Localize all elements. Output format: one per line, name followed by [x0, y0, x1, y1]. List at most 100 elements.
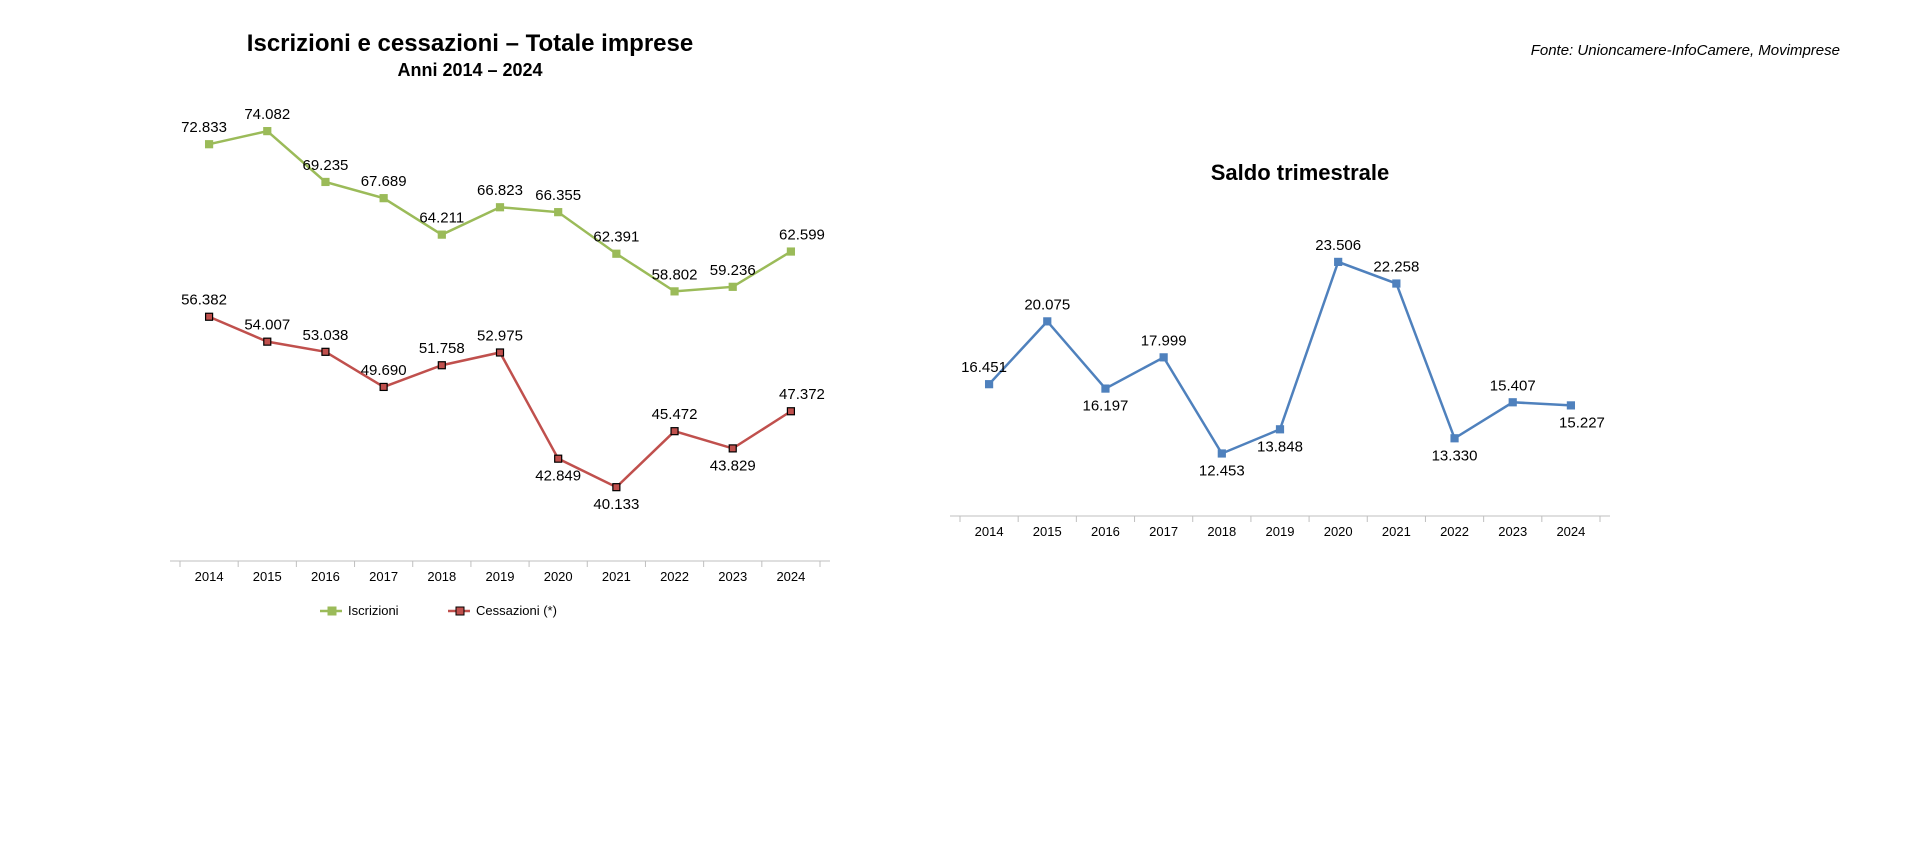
- data-label: 69.235: [303, 157, 349, 174]
- data-label: 13.848: [1257, 438, 1303, 455]
- data-label: 16.197: [1083, 398, 1129, 415]
- legend-marker: [328, 607, 336, 615]
- x-tick-label: 2019: [1266, 524, 1295, 539]
- right-chart-svg: 2014 2015 2016 2017 2018 2019 2020 2021 2022 2023…: [920, 186, 1640, 566]
- x-tick-label: 2016: [1091, 524, 1120, 539]
- data-label: 56.382: [181, 292, 227, 309]
- series-marker: [671, 288, 678, 295]
- x-tick-label: 2021: [602, 569, 631, 584]
- series-marker: [787, 408, 794, 415]
- series-marker: [1044, 318, 1051, 325]
- x-tick-label: 2014: [195, 569, 224, 584]
- data-label: 49.690: [361, 362, 407, 379]
- right-chart: Saldo trimestrale 2014201520162017201820…: [920, 160, 1640, 566]
- left-chart-title: Iscrizioni e cessazioni – Totale imprese: [70, 30, 870, 58]
- series-marker: [555, 209, 562, 216]
- data-label: 66.355: [535, 187, 581, 204]
- data-label: 15.407: [1490, 377, 1536, 394]
- series-marker: [613, 484, 620, 491]
- x-tick-label: 2021: [1382, 524, 1411, 539]
- series-marker: [1160, 354, 1167, 361]
- series-marker: [380, 383, 387, 390]
- x-tick-label: 2019: [486, 569, 515, 584]
- series-marker: [729, 283, 736, 290]
- x-tick-label: 2017: [1149, 524, 1178, 539]
- data-label: 51.758: [419, 340, 465, 357]
- x-tick-label: 2024: [776, 569, 805, 584]
- data-label: 59.236: [710, 262, 756, 279]
- data-label: 67.689: [361, 173, 407, 190]
- source-note: Fonte: Unioncamere-InfoCamere, Movimpres…: [1531, 42, 1840, 59]
- data-label: 74.082: [244, 106, 290, 123]
- data-label: 43.829: [710, 457, 756, 474]
- x-tick-label: 2018: [1207, 524, 1236, 539]
- series-marker: [671, 428, 678, 435]
- series-marker: [322, 178, 329, 185]
- series-marker: [206, 313, 213, 320]
- series-marker: [438, 362, 445, 369]
- series-marker: [264, 338, 271, 345]
- x-tick-label: 2023: [718, 569, 747, 584]
- series-marker: [438, 231, 445, 238]
- series-line: [989, 262, 1571, 454]
- data-label: 64.211: [419, 210, 464, 227]
- series-marker: [497, 204, 504, 211]
- legend-marker: [456, 607, 464, 615]
- series-marker: [1451, 435, 1458, 442]
- x-tick-label: 2014: [975, 524, 1004, 539]
- data-label: 42.849: [535, 468, 581, 485]
- series-marker: [613, 250, 620, 257]
- data-label: 17.999: [1141, 332, 1187, 349]
- series-marker: [555, 455, 562, 462]
- data-label: 40.133: [593, 496, 639, 513]
- series-marker: [787, 248, 794, 255]
- x-tick-label: 2024: [1556, 524, 1585, 539]
- series-marker: [729, 445, 736, 452]
- right-chart-titles: Saldo trimestrale: [920, 160, 1640, 186]
- series-marker: [497, 349, 504, 356]
- data-label: 20.075: [1024, 296, 1070, 313]
- left-chart-titles: Iscrizioni e cessazioni – Totale imprese…: [70, 30, 870, 81]
- data-label: 53.038: [303, 327, 349, 344]
- data-label: 22.258: [1373, 259, 1419, 276]
- data-label: 47.372: [779, 386, 825, 403]
- x-tick-label: 2022: [1440, 524, 1469, 539]
- x-tick-label: 2020: [1324, 524, 1353, 539]
- series-marker: [1393, 280, 1400, 287]
- data-label: 66.823: [477, 182, 523, 199]
- series-marker: [1567, 402, 1574, 409]
- x-tick-label: 2015: [1033, 524, 1062, 539]
- data-label: 23.506: [1315, 237, 1361, 254]
- series-marker: [986, 381, 993, 388]
- x-tick-label: 2023: [1498, 524, 1527, 539]
- data-label: 58.802: [652, 266, 698, 283]
- series-marker: [1335, 258, 1342, 265]
- series-marker: [206, 141, 213, 148]
- data-label: 72.833: [181, 119, 227, 136]
- series-marker: [264, 128, 271, 135]
- x-tick-label: 2016: [311, 569, 340, 584]
- data-label: 62.599: [779, 227, 825, 244]
- series-marker: [1509, 399, 1516, 406]
- left-chart: Iscrizioni e cessazioni – Totale imprese…: [70, 30, 870, 641]
- data-label: 52.975: [477, 327, 523, 344]
- data-label: 45.472: [652, 406, 698, 423]
- series-marker: [1102, 385, 1109, 392]
- data-label: 13.330: [1432, 447, 1478, 464]
- data-label: 62.391: [593, 229, 639, 246]
- x-tick-label: 2020: [544, 569, 573, 584]
- x-tick-label: 2015: [253, 569, 282, 584]
- x-tick-label: 2018: [427, 569, 456, 584]
- left-chart-svg: 2014201520162017201820192020202120222023…: [70, 81, 870, 641]
- series-marker: [322, 348, 329, 355]
- data-label: 16.451: [961, 359, 1007, 376]
- data-label: 15.227: [1559, 414, 1605, 431]
- series-marker: [380, 195, 387, 202]
- legend-label: Iscrizioni: [348, 603, 399, 618]
- legend-label: Cessazioni (*): [476, 603, 557, 618]
- series-marker: [1218, 450, 1225, 457]
- data-label: 12.453: [1199, 462, 1245, 479]
- series-marker: [1277, 426, 1284, 433]
- x-tick-label: 2017: [369, 569, 398, 584]
- data-label: 54.007: [244, 317, 290, 334]
